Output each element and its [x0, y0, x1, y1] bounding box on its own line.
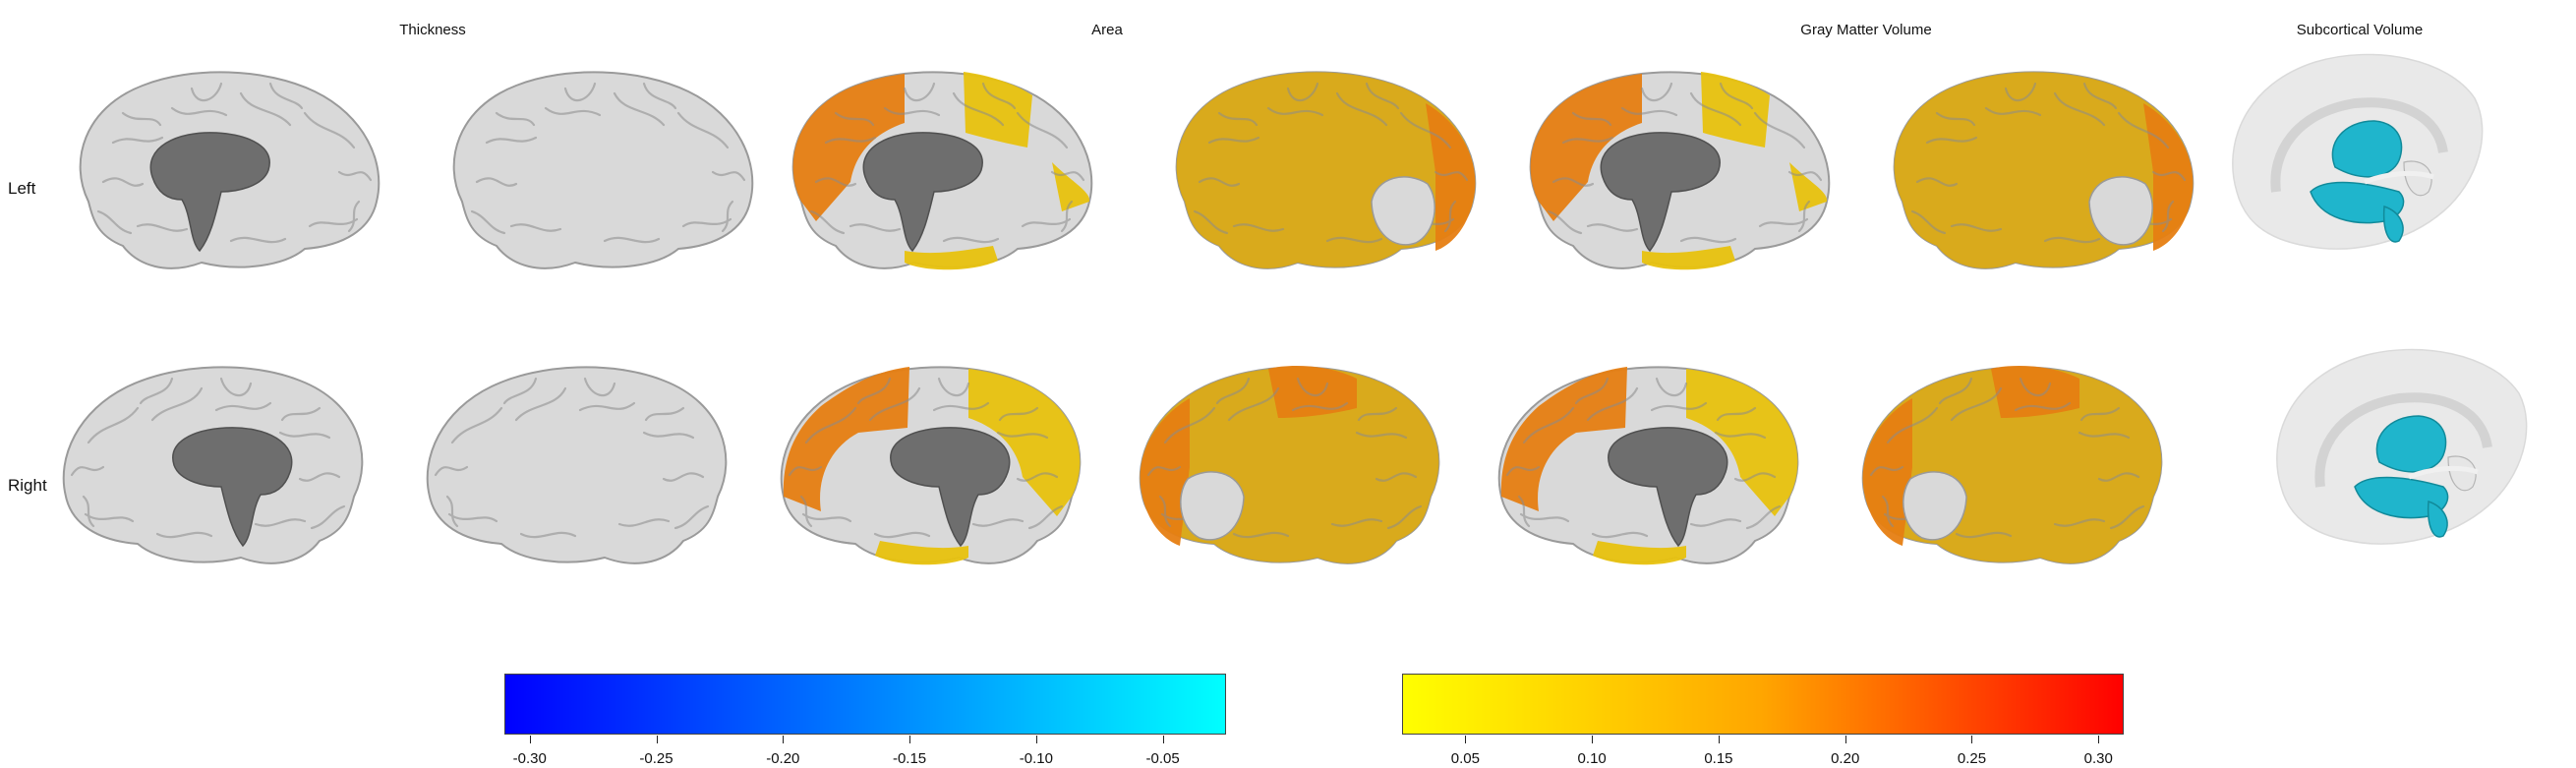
- brain-area-left-medial: [791, 71, 1093, 270]
- colorbar-positive: [1402, 674, 2124, 735]
- colorbar-negative-tick: [783, 736, 785, 743]
- brain-thickness-right-medial: [62, 366, 364, 564]
- colorbar-negative-tick: [656, 736, 658, 743]
- row-label-left: Left: [8, 179, 36, 198]
- colorbar-negative-tick: [1162, 736, 1164, 743]
- colorbar-negative-tick-label: -0.05: [1145, 750, 1180, 767]
- brain-area-left-lateral: [1175, 71, 1477, 269]
- column-title-gray-matter-volume: Gray Matter Volume: [1800, 22, 1932, 38]
- colorbar-negative-tick: [909, 736, 911, 743]
- brain-thickness-left-lateral: [452, 71, 754, 269]
- colorbar-negative-tick-label: -0.30: [512, 750, 547, 767]
- brain-thickness-left-medial: [79, 71, 381, 269]
- colorbar-positive-tick: [1592, 736, 1594, 743]
- colorbar-positive-tick: [1844, 736, 1846, 743]
- colorbar-positive-tick: [2098, 736, 2100, 743]
- brain-gmv-right-medial: [1497, 366, 1799, 565]
- colorbar-positive-tick: [1971, 736, 1973, 743]
- row-label-right: Right: [8, 476, 47, 495]
- colorbar-negative-tick: [1035, 736, 1037, 743]
- brain-gmv-right-lateral: [1861, 366, 2163, 564]
- colorbar-positive-tick: [1718, 736, 1720, 743]
- colorbar-negative-tick-label: -0.25: [639, 750, 673, 767]
- colorbar-negative-tick-label: -0.20: [766, 750, 800, 767]
- colorbar-positive-tick-label: 0.25: [1957, 750, 1987, 767]
- colorbar-positive-tick-label: 0.15: [1704, 750, 1733, 767]
- colorbar-negative-tick-label: -0.15: [892, 750, 927, 767]
- column-title-subcortical-volume: Subcortical Volume: [2296, 22, 2424, 38]
- brain-area-right-lateral: [1139, 366, 1440, 564]
- brain-area-right-medial: [780, 366, 1082, 565]
- colorbar-negative-tick: [529, 736, 531, 743]
- colorbar-negative: [504, 674, 1226, 735]
- brain-gmv-left-medial: [1529, 71, 1831, 270]
- colorbar-positive-tick: [1465, 736, 1467, 743]
- brain-thickness-right-lateral: [426, 366, 728, 564]
- brain-gmv-left-lateral: [1893, 71, 2195, 269]
- subcortical-left: [2232, 53, 2484, 250]
- colorbar-negative-tick-label: -0.10: [1019, 750, 1053, 767]
- subcortical-right: [2276, 348, 2528, 545]
- colorbar-positive-tick-label: 0.30: [2083, 750, 2113, 767]
- colorbar-positive-tick-label: 0.20: [1831, 750, 1860, 767]
- colorbar-positive-tick-label: 0.05: [1450, 750, 1480, 767]
- column-title-area: Area: [1091, 22, 1123, 38]
- colorbar-positive-tick-label: 0.10: [1577, 750, 1607, 767]
- column-title-thickness: Thickness: [399, 22, 466, 38]
